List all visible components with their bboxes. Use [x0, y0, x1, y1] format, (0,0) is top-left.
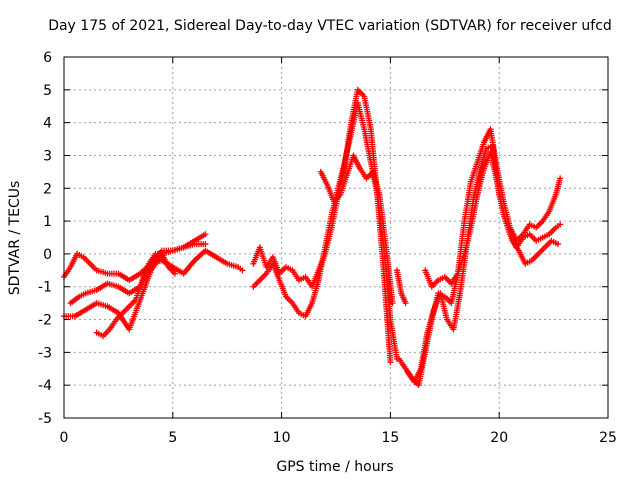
series-track-5 — [250, 86, 394, 366]
data-point — [557, 221, 564, 228]
y-tick-label: 6 — [43, 50, 52, 66]
y-tick-label: -3 — [38, 345, 52, 361]
y-tick-label: 0 — [43, 247, 52, 263]
y-tick-label: -5 — [38, 411, 52, 427]
x-tick-label: 5 — [168, 430, 177, 446]
data-point — [387, 359, 394, 366]
series-track-6 — [250, 99, 400, 362]
x-axis-label: GPS time / hours — [276, 459, 393, 475]
y-tick-label: 3 — [43, 148, 52, 164]
x-tick-label: 15 — [381, 430, 399, 446]
series-track-11 — [393, 267, 409, 307]
data-point — [389, 300, 396, 307]
data-point — [202, 241, 209, 248]
y-tick-label: -4 — [38, 378, 52, 394]
data-point — [554, 241, 561, 248]
axis-ticks: 0 5 10 15 20 25 -5 -4 -3 -2 -1 0 1 2 3 4 5 6 — [38, 50, 617, 446]
data-point — [239, 267, 246, 274]
data-points — [61, 86, 564, 389]
y-axis-label: SDTVAR / TECUs — [7, 181, 23, 296]
y-tick-label: 5 — [43, 83, 52, 99]
y-tick-label: -2 — [38, 313, 52, 329]
data-point — [557, 175, 564, 182]
y-tick-label: 1 — [43, 214, 52, 230]
series-track-4 — [93, 250, 178, 339]
data-point — [171, 270, 178, 277]
x-tick-label: 25 — [599, 430, 617, 446]
chart-title: Day 175 of 2021, Sidereal Day-to-day VTE… — [48, 18, 612, 34]
series-track-10 — [422, 149, 564, 290]
plot-frame — [63, 56, 609, 419]
data-point — [202, 231, 209, 238]
x-tick-label: 0 — [60, 430, 69, 446]
y-tick-label: 4 — [43, 116, 52, 132]
data-point — [402, 300, 409, 307]
y-tick-label: -1 — [38, 280, 52, 296]
x-tick-label: 20 — [490, 430, 508, 446]
x-tick-label: 10 — [273, 430, 291, 446]
y-tick-label: 2 — [43, 181, 52, 197]
series-track-7 — [317, 152, 396, 307]
grid-lines — [64, 57, 608, 418]
